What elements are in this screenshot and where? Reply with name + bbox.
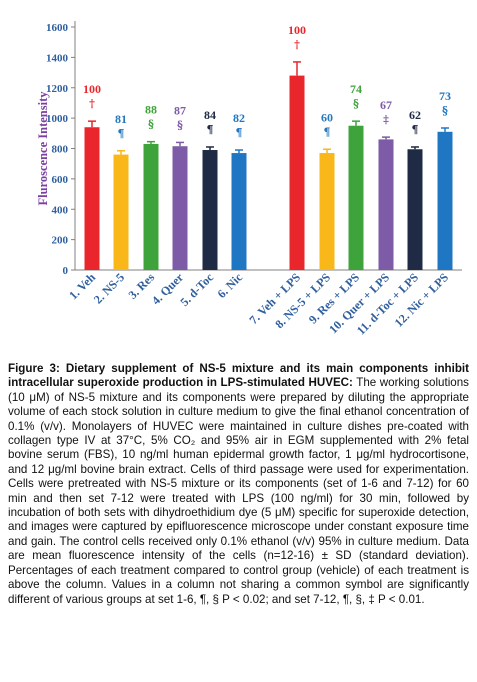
bar [84, 127, 100, 270]
percent-label: 62 [409, 108, 421, 122]
bar [378, 139, 394, 270]
bar [407, 149, 423, 270]
significance-symbol: § [148, 118, 154, 131]
percent-label: 73 [439, 89, 451, 103]
y-tick-label: 0 [63, 265, 69, 277]
significance-symbol: ¶ [118, 127, 125, 140]
significance-symbol: ¶ [412, 123, 419, 136]
caption-title: Figure 3: Dietary supplement of NS-5 mix… [8, 362, 469, 390]
percent-label: 100 [288, 23, 306, 37]
bar-chart: 0 200 400 600 800 1000 1200 1400 1600 Fluroscence… [36, 21, 462, 337]
bar [172, 146, 188, 270]
caption-body: The working solutions (10 μM) of NS-5 mi… [8, 376, 469, 606]
bar [437, 131, 453, 270]
bar [319, 153, 335, 270]
significance-symbol: ¶ [207, 123, 214, 136]
y-tick-label: 1600 [46, 22, 69, 34]
bar [143, 143, 159, 270]
percent-label: 67 [380, 98, 392, 112]
significance-symbol: ‡ [383, 113, 389, 126]
bar [348, 125, 364, 270]
y-tick-label: 400 [52, 204, 69, 216]
percent-label: 74 [350, 82, 362, 96]
percent-label: 84 [204, 108, 216, 122]
category-label: 5. d-Toc [177, 270, 216, 309]
bar [231, 153, 247, 270]
significance-symbol: § [177, 118, 183, 131]
chart-axes: 0 200 400 600 800 1000 1200 1400 1600 Fluroscence… [36, 21, 462, 277]
percent-label: 60 [321, 110, 333, 124]
category-label: 6. Nic [214, 270, 245, 301]
figure-caption: Figure 3: Dietary supplement of NS-5 mix… [8, 362, 469, 607]
significance-symbol: † [89, 97, 95, 110]
y-tick-label: 1200 [46, 83, 69, 95]
percent-label: 100 [83, 82, 101, 96]
bar [113, 154, 129, 270]
significance-symbol: † [294, 38, 300, 51]
y-tick-label: 1000 [46, 113, 69, 125]
percent-label: 87 [174, 103, 186, 117]
percent-label: 82 [233, 111, 245, 125]
y-tick-label: 200 [52, 235, 69, 247]
bar [289, 75, 305, 270]
y-axis-label: Fluroscence Intensity [36, 91, 50, 206]
category-label: 2. NS-5 [91, 270, 127, 306]
y-tick-label: 600 [52, 174, 69, 186]
bar [202, 150, 218, 270]
percent-label: 81 [115, 112, 127, 126]
significance-symbol: ¶ [236, 126, 243, 139]
significance-symbol: § [442, 104, 448, 117]
significance-symbol: ¶ [324, 125, 331, 138]
chart-bars [84, 61, 453, 270]
y-tick-label: 800 [52, 144, 69, 156]
y-tick-label: 1400 [46, 52, 69, 64]
percent-label: 88 [145, 103, 157, 117]
significance-symbol: § [353, 97, 359, 110]
